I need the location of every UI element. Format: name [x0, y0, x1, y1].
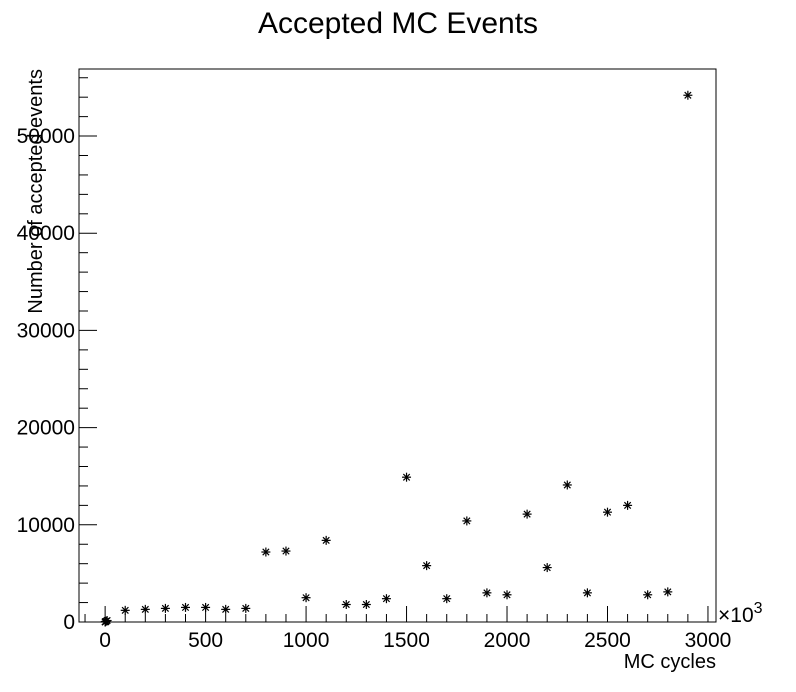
data-point: [643, 590, 653, 600]
data-point: [140, 604, 150, 614]
x-axis: 0 500 1000 1500 2000 2500 3000: [84, 606, 732, 652]
data-point: [422, 561, 432, 571]
x-multiplier-exponent: 3: [754, 600, 763, 617]
data-point: [261, 547, 271, 557]
data-point: [120, 605, 130, 615]
data-point: [221, 604, 231, 614]
data-point: [502, 590, 512, 600]
y-tick-label: 0: [63, 611, 75, 634]
data-point: [663, 587, 673, 597]
x-tick-label: 3000: [685, 629, 732, 652]
y-axis-title: Number of accepted events: [25, 69, 47, 314]
x-tick-label: 0: [99, 629, 111, 652]
plot-frame: [78, 68, 717, 623]
y-tick-label: 10000: [17, 514, 75, 537]
data-point: [301, 593, 311, 603]
data-point: [402, 472, 412, 482]
y-tick-label: 20000: [17, 417, 75, 440]
chart-title: Accepted MC Events: [258, 7, 538, 40]
data-point: [582, 588, 592, 598]
data-point: [522, 509, 532, 519]
x-tick-label: 500: [188, 629, 223, 652]
y-axis: 0 10000 20000 30000 40000 50000: [17, 77, 97, 634]
data-point: [201, 602, 211, 612]
x-axis-title: MC cycles: [624, 651, 716, 673]
data-point: [602, 507, 612, 517]
x-tick-label: 2000: [484, 629, 531, 652]
x-tick-label: 2500: [584, 629, 631, 652]
data-point: [482, 588, 492, 598]
x-multiplier-label: ×103: [718, 600, 763, 627]
data-points: [100, 90, 693, 627]
data-point: [321, 535, 331, 545]
y-tick-label: 50000: [17, 125, 75, 148]
data-point: [462, 516, 472, 526]
data-point: [160, 603, 170, 613]
data-point: [381, 594, 391, 604]
data-point: [181, 602, 191, 612]
data-point: [542, 563, 552, 573]
data-point: [241, 603, 251, 613]
x-tick-label: 1000: [283, 629, 330, 652]
x-tick-label: 1500: [383, 629, 430, 652]
data-point: [102, 616, 112, 626]
data-point: [623, 500, 633, 510]
y-tick-label: 30000: [17, 319, 75, 342]
data-point: [281, 546, 291, 556]
data-point: [562, 480, 572, 490]
data-point: [683, 90, 693, 100]
x-multiplier-base: ×10: [718, 604, 754, 627]
y-tick-label: 40000: [17, 222, 75, 245]
data-point: [442, 594, 452, 604]
data-point: [361, 600, 371, 610]
data-point: [341, 600, 351, 610]
